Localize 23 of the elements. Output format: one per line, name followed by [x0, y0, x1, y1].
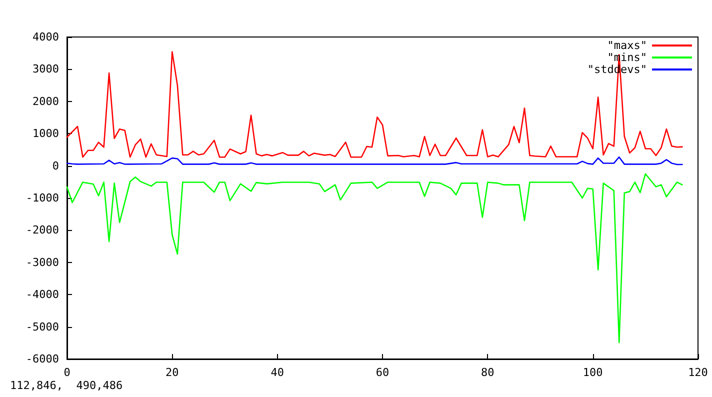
legend-label: "maxs" — [607, 39, 647, 52]
y-tick-label: -5000 — [26, 320, 59, 334]
x-tick-label: 80 — [481, 366, 494, 379]
y-tick-label: -3000 — [26, 256, 59, 269]
x-tick-label: 120 — [688, 366, 708, 379]
y-tick-label: 3000 — [32, 62, 59, 76]
y-tick-label: -6000 — [26, 352, 59, 366]
y-tick-label: 0 — [52, 159, 59, 172]
y-tick-label: -4000 — [26, 288, 59, 302]
x-tick-label: 0 — [64, 366, 70, 379]
x-tick-label: 100 — [582, 366, 603, 379]
line-series — [66, 51, 683, 158]
line-series — [66, 156, 683, 166]
y-tick-label: 4000 — [32, 30, 59, 44]
y-tick-label: -1000 — [26, 192, 59, 204]
x-tick-label: 40 — [270, 366, 284, 379]
y-tick-label: 2000 — [32, 94, 59, 108]
line-series — [66, 173, 683, 344]
y-tick-label: -2000 — [26, 224, 59, 237]
x-tick-label: 20 — [166, 366, 179, 379]
text: 112,846, 490,486 — [10, 379, 123, 392]
x-tick-label: 60 — [376, 366, 390, 379]
y-tick-label: 1000 — [32, 127, 59, 140]
